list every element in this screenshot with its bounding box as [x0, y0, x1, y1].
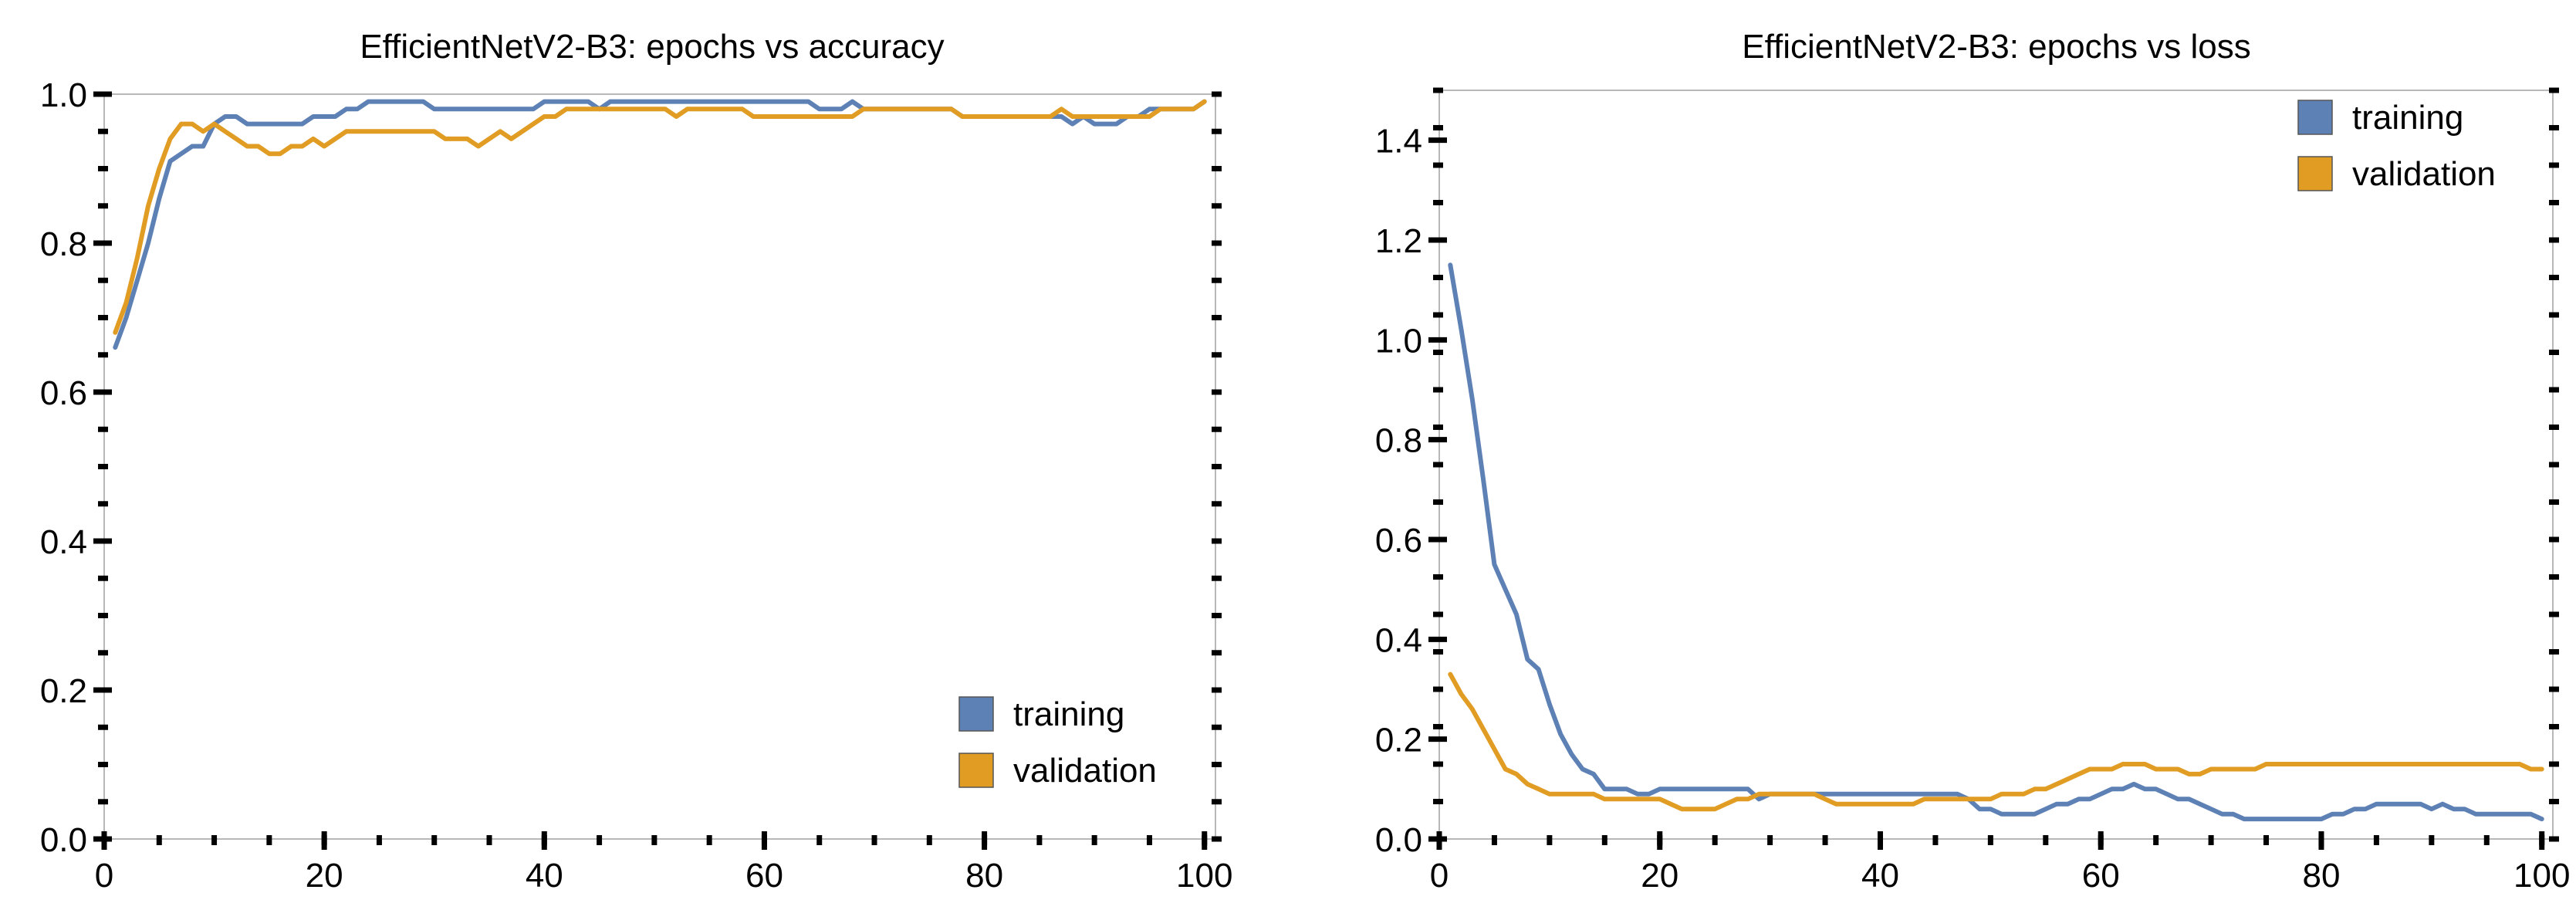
x-tick-label: 60: [745, 857, 783, 895]
legend-label-validation: validation: [2352, 155, 2496, 193]
loss-chart: 0.0 0.2 0.4 0.6 0.8 1.0 1.2 1.4 0 20 40 60 80 100 Effi…: [1375, 28, 2571, 895]
x-tick-label: 20: [1641, 857, 1678, 895]
y-tick-label: 0.6: [40, 374, 87, 412]
x-tick-label: 100: [1176, 857, 1232, 895]
series-line-training: [113, 99, 1207, 350]
y-tick-label: 1.2: [1375, 222, 1422, 260]
series-line-validation: [113, 99, 1207, 335]
x-tick-label: 80: [965, 857, 1003, 895]
x-tick-label: 0: [95, 857, 113, 895]
x-tick-label: 100: [2513, 857, 2570, 895]
legend-swatch-training: [958, 696, 994, 732]
legend-swatch-validation: [958, 753, 994, 788]
accuracy-chart: 0.0 0.2 0.4 0.6 0.8 1.0 0 20 40 60 80 100 EfficientN…: [40, 28, 1233, 895]
y-tick-label: 0.4: [40, 523, 87, 561]
x-tick-label: 80: [2302, 857, 2340, 895]
x-tick-label: 40: [526, 857, 563, 895]
x-tick-label: 20: [306, 857, 343, 895]
legend-swatch-training: [2297, 100, 2333, 135]
x-tick-label: 40: [1861, 857, 1899, 895]
legend-label-training: training: [2352, 99, 2463, 137]
y-tick-label: 0.6: [1375, 522, 1422, 560]
y-tick-label: 0.0: [1375, 821, 1422, 859]
x-tick-label: 60: [2082, 857, 2120, 895]
series-line-validation: [1448, 672, 2544, 812]
y-tick-label: 0.8: [1375, 422, 1422, 460]
x-tick-label: 0: [1430, 857, 1449, 895]
y-tick-label: 0.8: [40, 225, 87, 263]
y-tick-label: 1.0: [40, 76, 87, 114]
legend-swatch-validation: [2297, 156, 2333, 191]
y-tick-label: 0.0: [40, 821, 87, 859]
y-tick-label: 1.4: [1375, 123, 1422, 161]
y-tick-label: 0.4: [1375, 621, 1422, 659]
y-tick-label: 1.0: [1375, 322, 1422, 360]
legend-label-validation: validation: [1013, 752, 1157, 790]
series-line-training: [1448, 262, 2544, 822]
y-tick-label: 0.2: [40, 672, 87, 710]
legend-label-training: training: [1013, 695, 1124, 733]
chart-title: EfficientNetV2-B3: epochs vs accuracy: [360, 28, 944, 66]
y-tick-label: 0.2: [1375, 722, 1422, 759]
chart-title: EfficientNetV2-B3: epochs vs loss: [1742, 28, 2251, 66]
